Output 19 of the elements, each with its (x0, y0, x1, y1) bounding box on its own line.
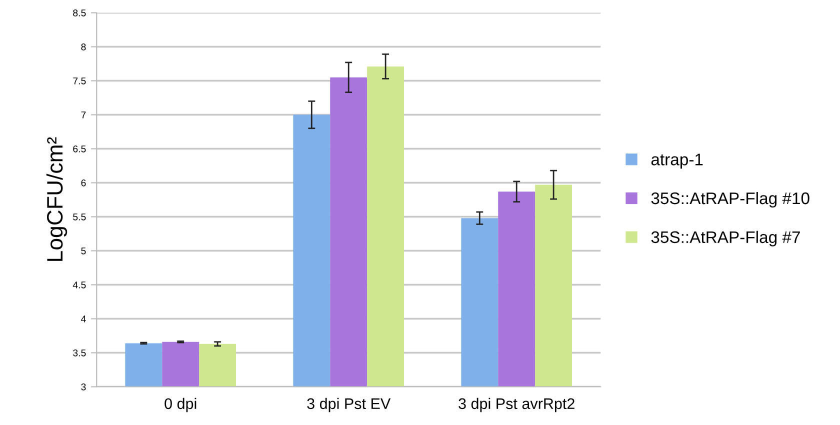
y-tick-label: 3 (81, 383, 86, 390)
y-tick-label: 4.5 (72, 282, 86, 288)
y-axis-title: LogCFU/cm² (46, 137, 68, 261)
legend-label: 35S::AtRAP-Flag #10 (651, 192, 810, 208)
legend-label: atrap-1 (651, 154, 703, 169)
y-tick-label: 5 (81, 248, 86, 254)
y-tick-label: 7 (81, 112, 86, 118)
y-tick-label: 7.5 (73, 78, 86, 84)
y-tick-label: 8.5 (73, 9, 86, 16)
x-tick-label: 3 dpi Pst EV (307, 398, 391, 412)
y-tick-label: 4 (81, 316, 86, 322)
y-tick-label: 6 (81, 179, 86, 186)
x-tick-label: 0 dpi (164, 398, 196, 412)
y-tick-label: 5.5 (73, 214, 86, 220)
y-tick-label: 8 (81, 43, 86, 50)
legend-label: 35S::AtRAP-Flag #7 (651, 230, 800, 246)
x-tick-label: 3 dpi Pst avrRpt2 (458, 398, 574, 412)
y-tick-label: 6.5 (73, 145, 86, 152)
y-tick-label: 3.5 (73, 349, 86, 356)
